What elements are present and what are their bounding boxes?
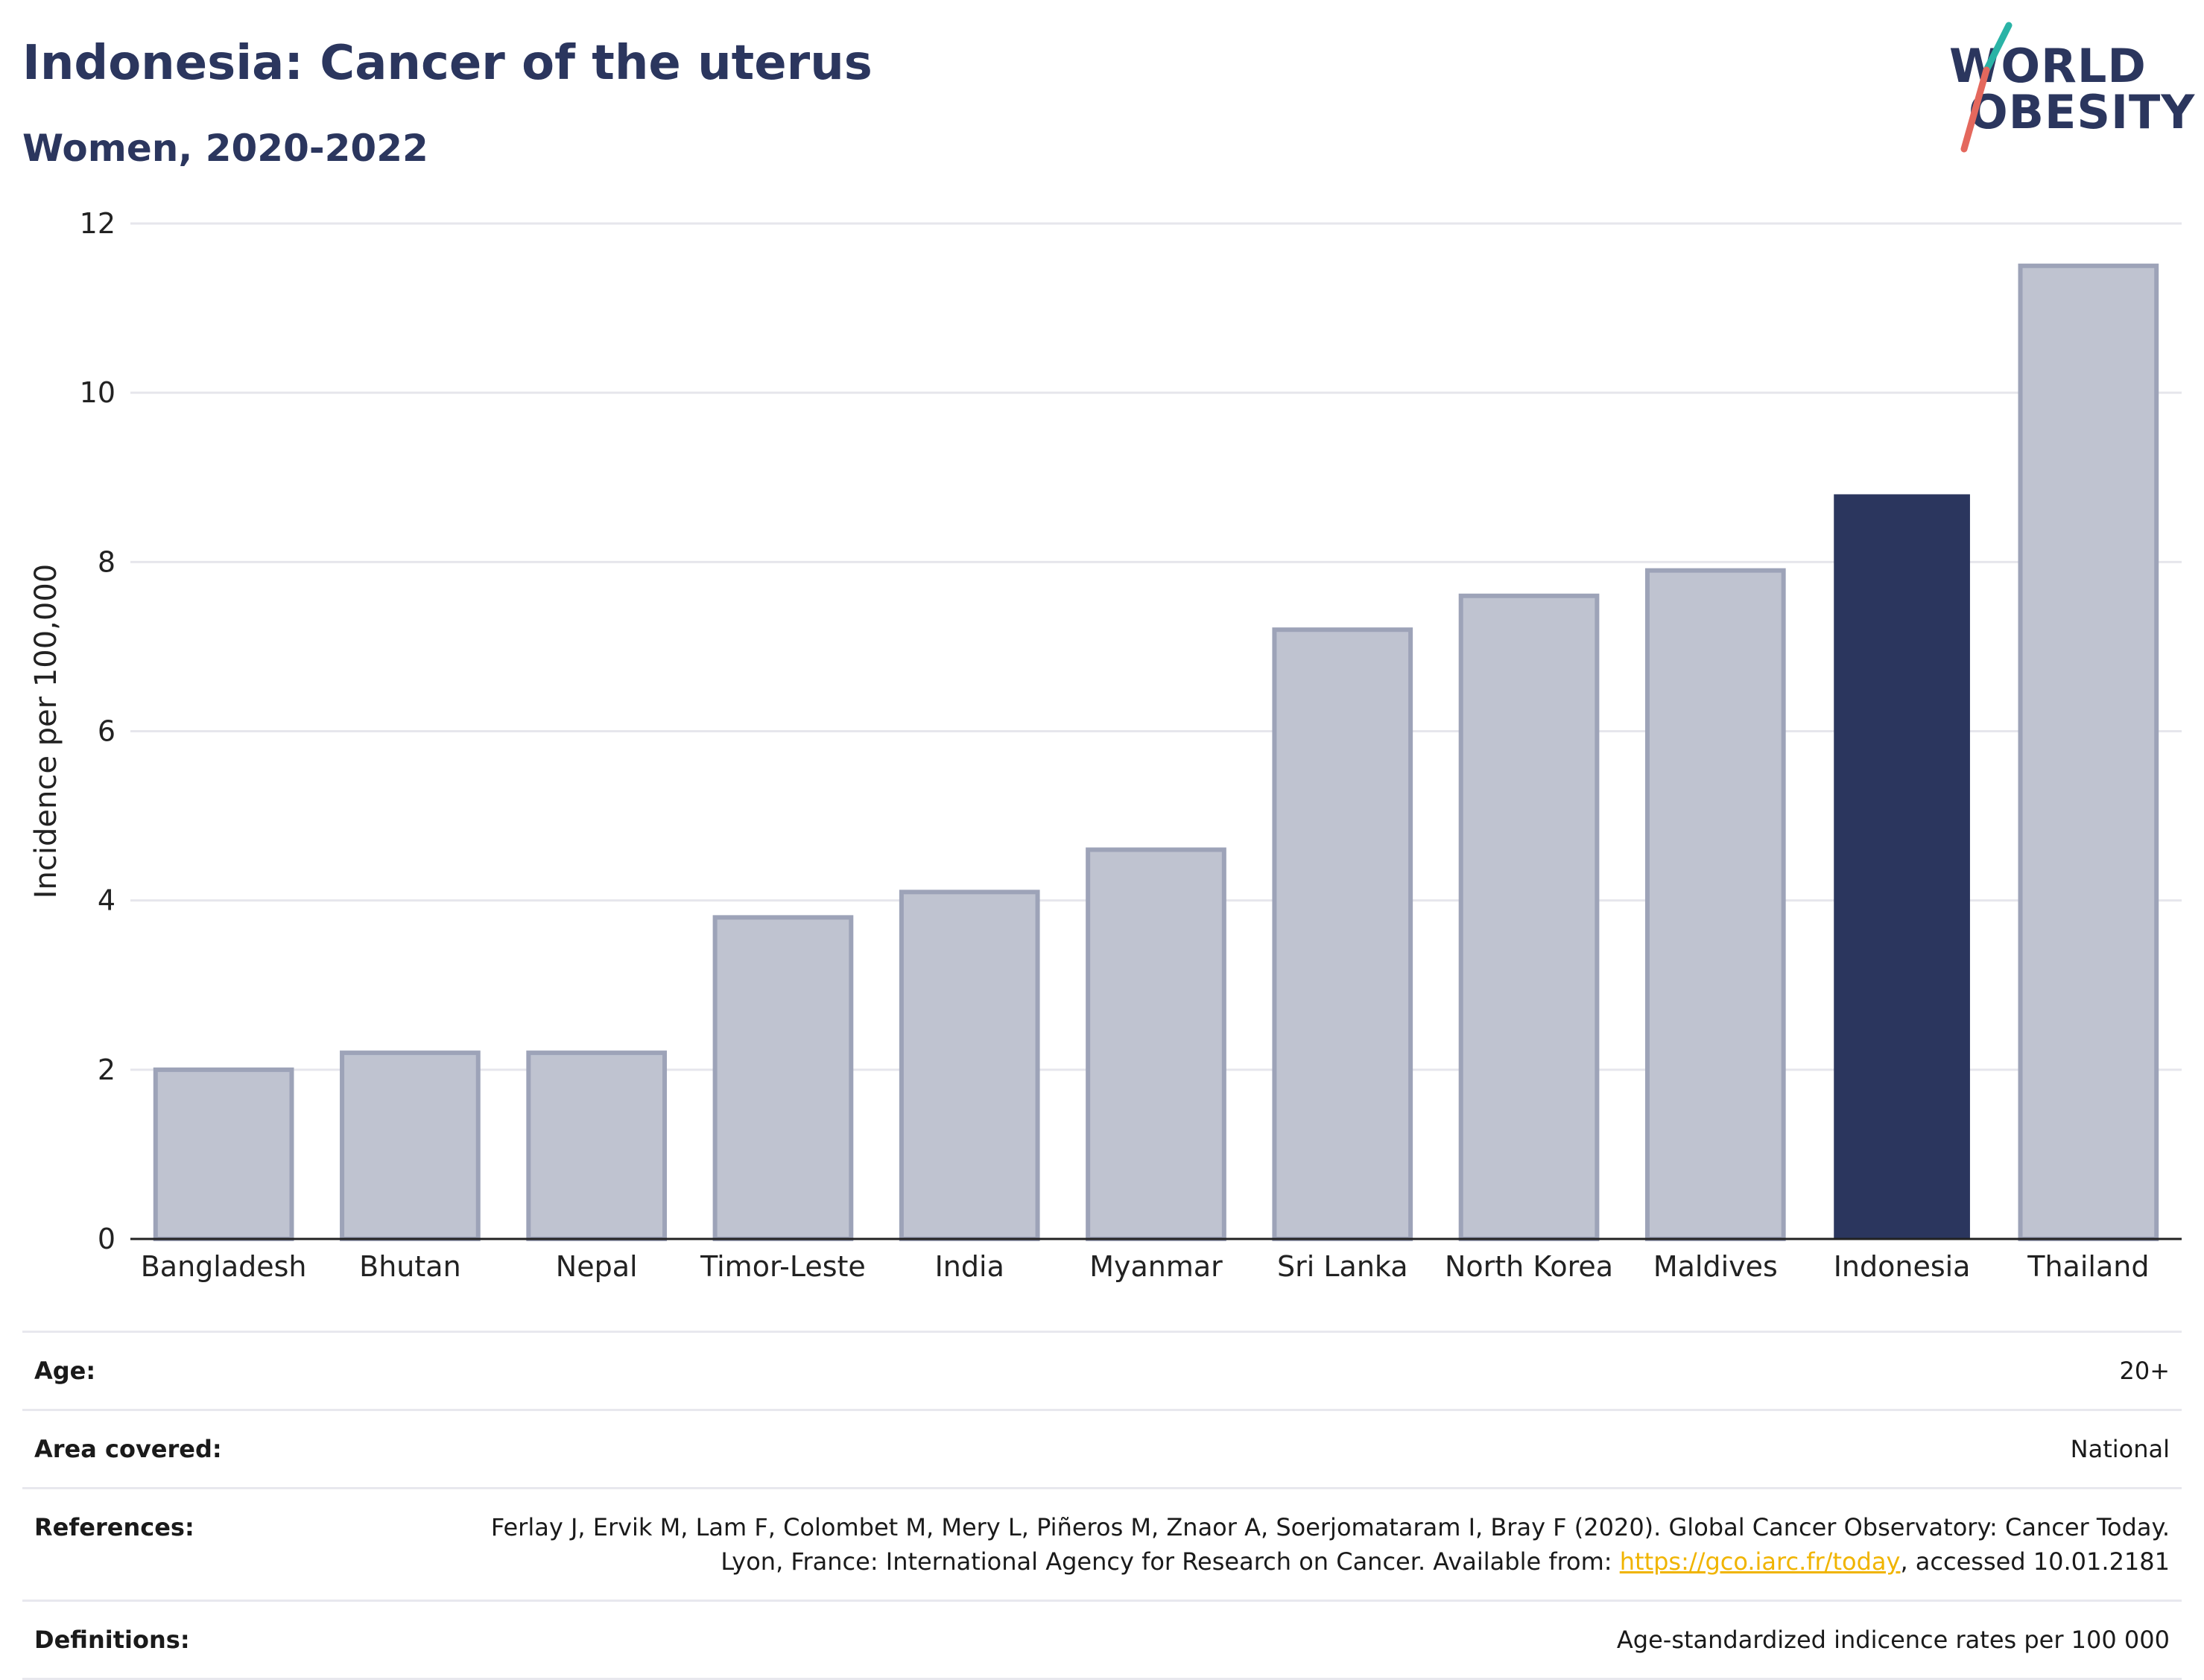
bar-sri-lanka xyxy=(1272,627,1413,1241)
bar-india xyxy=(899,890,1040,1242)
bar-north-korea xyxy=(1458,593,1600,1241)
area-label: Area covered: xyxy=(34,1435,222,1463)
y-tick-label: 2 xyxy=(98,1053,115,1086)
references-text: Ferlay J, Ervik M, Lam F, Colombet M, Me… xyxy=(490,1513,2170,1576)
references-value: Ferlay J, Ervik M, Lam F, Colombet M, Me… xyxy=(456,1510,2170,1579)
x-tick-label: Sri Lanka xyxy=(1277,1250,1408,1283)
y-tick-label: 4 xyxy=(98,884,115,917)
info-table: Age: 20+ Area covered: National Referenc… xyxy=(22,1331,2182,1680)
x-tick-label: India xyxy=(935,1250,1004,1283)
y-tick-label: 12 xyxy=(80,207,115,240)
x-tick-label: Indonesia xyxy=(1834,1250,1971,1283)
info-row-references: References: Ferlay J, Ervik M, Lam F, Co… xyxy=(22,1487,2182,1600)
definitions-label: Definitions: xyxy=(34,1626,190,1654)
bar-nepal xyxy=(526,1050,668,1242)
x-tick-label: Nepal xyxy=(556,1250,638,1283)
x-tick-label: North Korea xyxy=(1445,1250,1613,1283)
y-axis-label: Incidence per 100,000 xyxy=(29,564,63,899)
bar-maldives xyxy=(1644,568,1786,1242)
logo-slash-icon xyxy=(1960,22,2013,153)
bar-bhutan xyxy=(340,1050,481,1242)
x-tick-label: Timor-Leste xyxy=(700,1250,866,1283)
x-tick-label: Myanmar xyxy=(1089,1250,1223,1283)
x-tick-label: Bhutan xyxy=(359,1250,461,1283)
y-tick-label: 6 xyxy=(98,715,115,748)
bar-indonesia xyxy=(1834,494,1970,1239)
age-value: 20+ xyxy=(2119,1357,2170,1385)
bar-bangladesh xyxy=(153,1067,294,1242)
bar-timor-leste xyxy=(712,915,854,1242)
references-suffix: , accessed 10.01.2181 xyxy=(1900,1547,2170,1576)
y-tick-label: 8 xyxy=(98,545,115,578)
x-tick-label: Bangladesh xyxy=(141,1250,307,1283)
definitions-value: Age-standardized indicence rates per 100… xyxy=(1616,1626,2170,1654)
bar-thailand xyxy=(2018,263,2159,1242)
area-value: National xyxy=(2070,1435,2170,1463)
info-row-definitions: Definitions: Age-standardized indicence … xyxy=(22,1600,2182,1680)
y-tick-label: 10 xyxy=(80,376,115,409)
world-obesity-logo: WORLD OBESITY xyxy=(1937,21,2194,162)
chart-title: Indonesia: Cancer of the uterus xyxy=(22,36,873,91)
bar-chart: 0 2 4 6 8 10 12 Bangladesh Bhutan Nepal Timor-Lest… xyxy=(29,207,2182,1283)
x-tick-label: Thailand xyxy=(2027,1250,2149,1283)
chart-subtitle: Women, 2020-2022 xyxy=(22,127,428,170)
x-tick-label: Maldives xyxy=(1653,1250,1778,1283)
references-label: References: xyxy=(34,1513,194,1541)
logo-line-2: OBESITY xyxy=(1969,85,2196,139)
bar-myanmar xyxy=(1086,847,1226,1241)
references-link[interactable]: https://gco.iarc.fr/today xyxy=(1619,1547,1901,1576)
info-row-area: Area covered: National xyxy=(22,1409,2182,1487)
info-row-age: Age: 20+ xyxy=(22,1331,2182,1409)
age-label: Age: xyxy=(34,1357,96,1385)
y-tick-label: 0 xyxy=(98,1223,115,1255)
